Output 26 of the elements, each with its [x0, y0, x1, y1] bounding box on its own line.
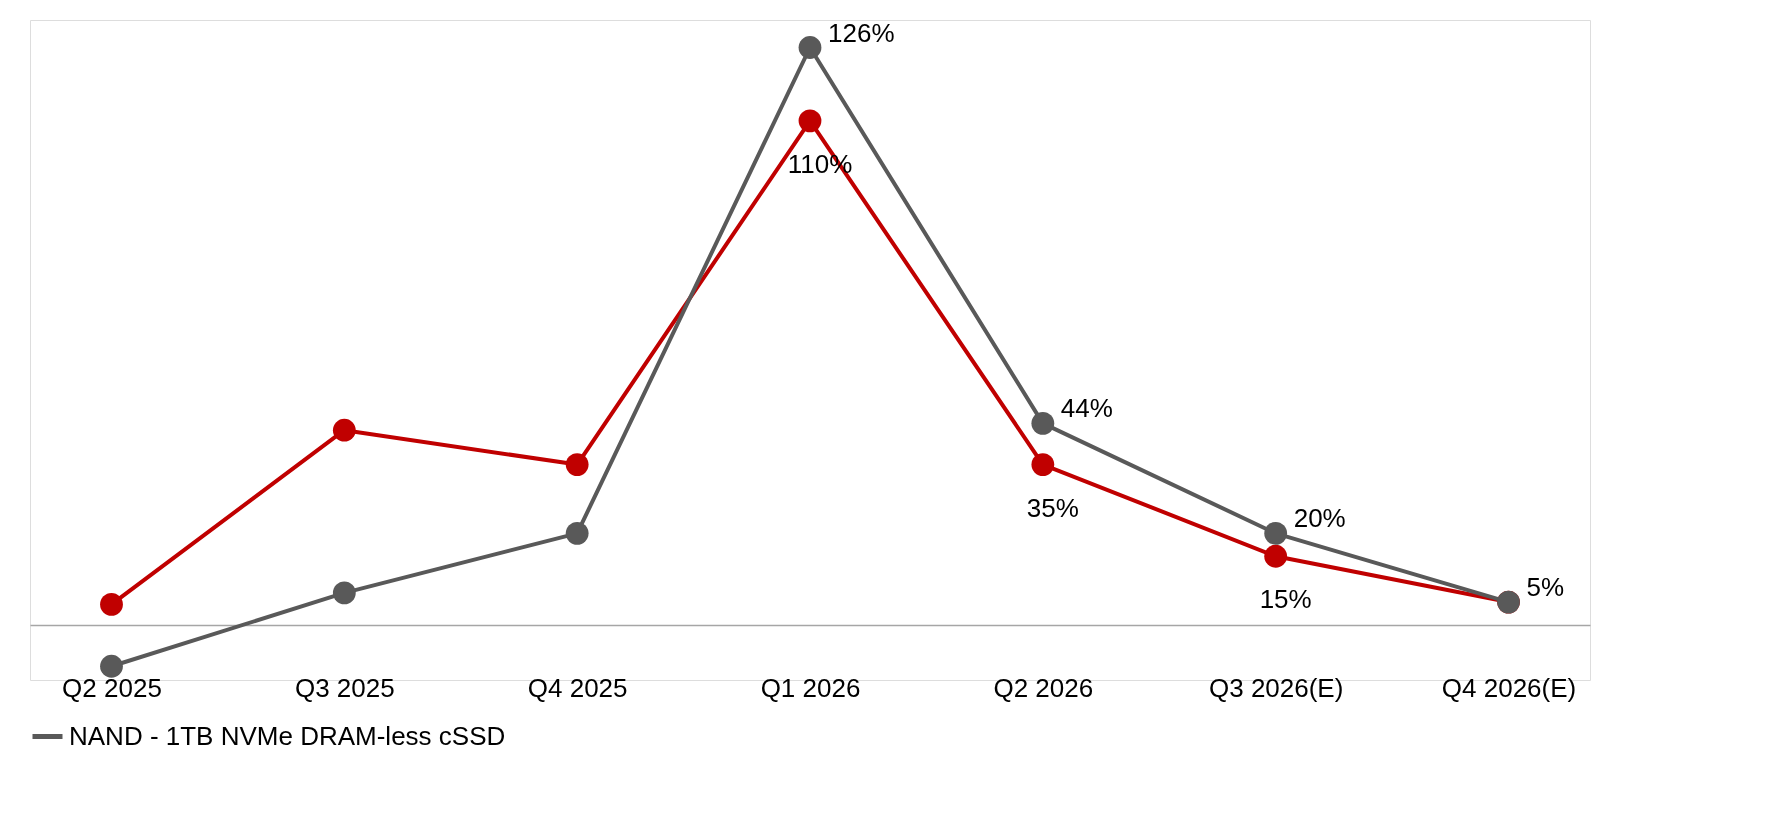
point	[100, 593, 123, 616]
x-tick-label: Q2 2026	[993, 672, 1094, 703]
point	[332, 418, 356, 442]
data-label: 126%	[828, 17, 895, 48]
legend-label: NAND - 1TB NVMe DRAM-less cSSD	[69, 720, 506, 751]
point	[565, 521, 589, 545]
point	[1031, 411, 1055, 435]
x-tick-label: Q4 2026(E)	[1441, 672, 1577, 703]
point	[332, 581, 356, 605]
data-label: 44%	[1060, 393, 1113, 424]
point	[798, 109, 822, 133]
data-label: 20%	[1293, 503, 1346, 534]
x-tick-label: Q4 2025	[527, 672, 628, 703]
x-tick-label: Q1 2026	[760, 672, 861, 703]
data-label: 15%	[1259, 584, 1312, 615]
x-tick-label: Q3 2026(E)	[1208, 672, 1344, 703]
point	[565, 453, 589, 476]
data-label: 5%	[1526, 572, 1565, 603]
point	[100, 654, 123, 678]
point	[798, 36, 822, 59]
x-tick-label: Q3 2025	[294, 672, 395, 703]
data-label: 35%	[1026, 492, 1079, 523]
point	[1264, 544, 1288, 568]
point	[1031, 453, 1055, 476]
x-tick-label: Q2 2025	[62, 672, 162, 703]
point	[1264, 521, 1288, 545]
